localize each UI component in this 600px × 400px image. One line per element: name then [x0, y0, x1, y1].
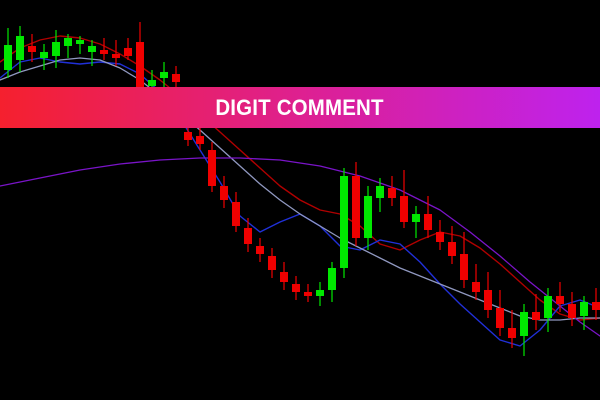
candle-body	[172, 74, 180, 82]
candle-body	[16, 36, 24, 60]
candle-body	[268, 256, 276, 270]
candle-body	[544, 296, 552, 318]
candle-body	[100, 50, 108, 54]
candle-body	[304, 292, 312, 296]
candle-body	[340, 176, 348, 268]
candle-body	[472, 282, 480, 292]
candle-body	[436, 232, 444, 242]
candle-body	[52, 42, 60, 56]
candle-body	[88, 46, 96, 52]
candle-body	[532, 312, 540, 320]
candle-body	[520, 312, 528, 336]
candle-body	[460, 254, 468, 280]
candle-body	[592, 302, 600, 310]
candle-body	[568, 304, 576, 318]
candle-body	[556, 296, 564, 304]
candle-body	[400, 196, 408, 222]
candle-body	[508, 328, 516, 338]
candle-body	[220, 186, 228, 200]
ma-line-ma-red	[0, 35, 600, 321]
title-banner: DIGIT COMMENT	[0, 87, 600, 128]
candle-body	[256, 246, 264, 254]
candle-body	[124, 48, 132, 56]
candle-body	[424, 214, 432, 230]
candle-body	[352, 176, 360, 238]
candle-body	[112, 54, 120, 58]
candle-body	[28, 46, 36, 52]
ma-line-ma-gray	[0, 57, 600, 321]
candle-body	[328, 268, 336, 290]
candle-body	[136, 42, 144, 88]
candle-series	[4, 22, 600, 356]
banner-title-text: DIGIT COMMENT	[215, 94, 385, 120]
candle-body	[196, 136, 204, 144]
candle-body	[40, 52, 48, 58]
candle-body	[160, 72, 168, 78]
candle-body	[388, 188, 396, 198]
candle-body	[148, 80, 156, 86]
candle-body	[64, 38, 72, 46]
candle-body	[412, 214, 420, 222]
candle-body	[580, 302, 588, 316]
candle-body	[4, 45, 12, 70]
candle-body	[184, 132, 192, 140]
candle-body	[448, 242, 456, 256]
candle-body	[244, 228, 252, 244]
moving-average-lines	[0, 35, 600, 347]
candle-body	[496, 308, 504, 328]
candle-body	[232, 202, 240, 226]
candle-body	[316, 290, 324, 296]
candle-body	[208, 150, 216, 186]
candle-body	[292, 284, 300, 292]
candle-body	[364, 196, 372, 238]
candle-body	[280, 272, 288, 282]
candle-body	[76, 40, 84, 44]
ma-line-ma-purple	[0, 157, 600, 337]
candle-body	[376, 186, 384, 198]
candle-body	[484, 290, 492, 310]
